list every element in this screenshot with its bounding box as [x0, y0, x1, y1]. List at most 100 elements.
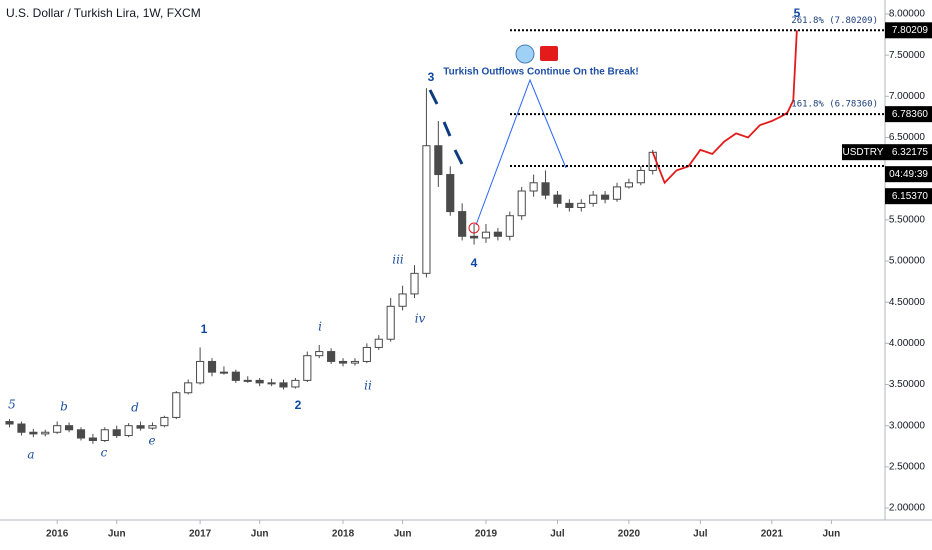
annotation-text: Turkish Outflows Continue On the Break! — [443, 67, 638, 78]
x-tick-label: 2020 — [618, 529, 641, 540]
wave-label: e — [148, 434, 155, 448]
candle-body — [172, 392, 181, 418]
annotation-lines — [428, 44, 567, 234]
candle-body — [315, 351, 324, 357]
wave-label: b — [60, 400, 68, 414]
wave-label: 5 — [794, 6, 801, 20]
wave-label: 3 — [428, 70, 435, 84]
price-tag: 7.80209 — [892, 25, 929, 36]
wave-label: ii — [364, 379, 372, 393]
wave-label: iii — [392, 253, 404, 267]
candle-body — [577, 202, 586, 208]
candle-body — [386, 305, 395, 340]
candle-body — [219, 371, 229, 374]
candle-body — [350, 360, 360, 364]
candle-body — [648, 151, 657, 171]
candle-body — [636, 169, 645, 184]
candle-body — [53, 425, 62, 433]
price-tag-bg — [885, 22, 932, 39]
candle-body — [565, 202, 574, 208]
candle-body — [469, 235, 479, 239]
x-tick-label: Jul — [550, 529, 565, 540]
y-tick-label: 5.50000 — [889, 214, 926, 225]
candle-body — [41, 431, 50, 435]
candle-body — [434, 145, 443, 176]
candle-body — [398, 293, 407, 307]
y-tick-label: 3.00000 — [889, 420, 926, 431]
y-tick-label: 7.00000 — [889, 91, 926, 102]
y-tick-label: 2.00000 — [889, 503, 926, 514]
x-tick-label: Jun — [823, 529, 841, 540]
candle-body — [362, 346, 371, 362]
candle-body — [493, 231, 502, 237]
candle-body — [338, 360, 348, 364]
candle-body — [446, 174, 455, 213]
candle-body — [624, 182, 633, 188]
candle-body — [553, 194, 562, 204]
candle-body — [541, 182, 550, 196]
y-tick-label: 8.00000 — [889, 9, 926, 20]
candle-body — [505, 215, 514, 237]
y-tick-label: 4.50000 — [889, 297, 926, 308]
flag-icon — [540, 46, 558, 61]
x-tick-label: Jul — [693, 529, 708, 540]
candle-body — [17, 423, 26, 433]
x-tick-label: 2019 — [475, 529, 498, 540]
countdown-tag: 04:49:39 — [889, 169, 928, 180]
chart-title: U.S. Dollar / Turkish Lira, 1W, FXCM — [6, 6, 201, 20]
wave-dash — [442, 121, 452, 137]
price-tag-bg — [885, 106, 932, 123]
wave-label: 1 — [201, 322, 208, 336]
arrow-line — [475, 78, 567, 226]
candle-body — [124, 425, 133, 437]
y-tick-label: 2.50000 — [889, 461, 926, 472]
candle-body — [243, 379, 252, 382]
level-label: 161.8% (6.78360) — [791, 100, 878, 110]
candle-body — [76, 429, 86, 439]
wave-dash — [453, 149, 464, 165]
price-tag: 6.78360 — [892, 109, 929, 120]
x-tick-label: 2021 — [761, 529, 784, 540]
candle-body — [422, 145, 431, 274]
candle-body — [100, 429, 109, 441]
emoji-icon — [515, 44, 535, 64]
candle-body — [231, 371, 240, 381]
y-tick-label: 3.50000 — [889, 379, 926, 390]
wave-label: d — [131, 401, 139, 415]
wave-label: a — [27, 448, 34, 462]
last-price-tag: 6.32175 — [892, 147, 929, 158]
candle-body — [65, 425, 74, 431]
x-tick-label: 2017 — [189, 529, 212, 540]
candle-body — [148, 425, 157, 429]
candle-body — [279, 382, 288, 388]
candle-body — [5, 421, 14, 425]
candle-body — [136, 425, 145, 429]
candle-body — [88, 437, 97, 441]
candle-body — [160, 416, 169, 427]
candle-body — [255, 379, 264, 384]
y-tick-label: 6.50000 — [889, 132, 926, 143]
wave-label: iv — [415, 312, 426, 326]
candle-body — [327, 351, 336, 362]
wave-label: 5 — [8, 398, 16, 412]
projection-line — [651, 30, 798, 185]
level-label: 261.8% (7.80209) — [791, 16, 878, 26]
symbol-tag-bg — [842, 144, 885, 161]
x-tick-label: 2016 — [46, 529, 69, 540]
candle-body — [481, 231, 491, 239]
candle-body — [207, 360, 217, 373]
candle-body — [29, 431, 38, 435]
last-price-tag-bg — [885, 144, 932, 161]
y-tick-label: 5.00000 — [889, 256, 926, 267]
candle-body — [517, 190, 526, 217]
candle-body — [374, 338, 383, 348]
symbol-tag: USDTRY — [843, 147, 884, 158]
candle-body — [601, 194, 610, 200]
level-tag: 6.15370 — [892, 191, 929, 202]
wave-label: 4 — [471, 256, 478, 270]
wave-label: i — [318, 320, 322, 334]
candle-body — [589, 194, 598, 204]
candle-body — [112, 429, 121, 437]
